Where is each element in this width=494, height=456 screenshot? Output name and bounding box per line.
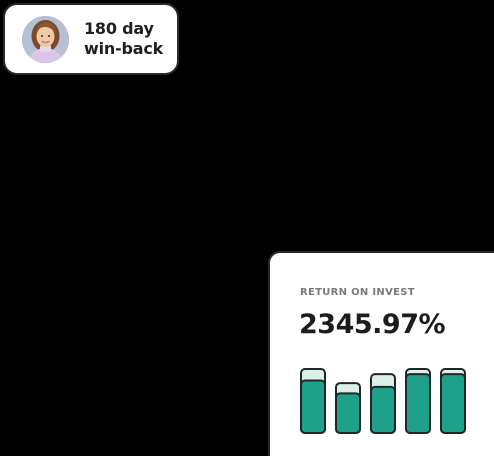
roi-value: 2345.97% [299,309,446,340]
bar-1 [300,379,326,434]
win-back-line2: win-back [84,39,164,58]
bar-4 [405,373,431,435]
roi-card: RETURN ON INVEST 2345.97% [268,251,494,456]
person-avatar-icon [22,15,69,63]
win-back-title: 180 day win-back [84,19,163,59]
roi-bar-chart [300,368,466,435]
bar-5 [440,373,466,435]
win-back-card[interactable]: 180 day win-back [3,3,179,75]
bar-3 [370,385,396,435]
roi-label: RETURN ON INVEST [300,287,415,298]
win-back-line1: 180 day [84,19,154,38]
bar-2 [335,392,361,434]
